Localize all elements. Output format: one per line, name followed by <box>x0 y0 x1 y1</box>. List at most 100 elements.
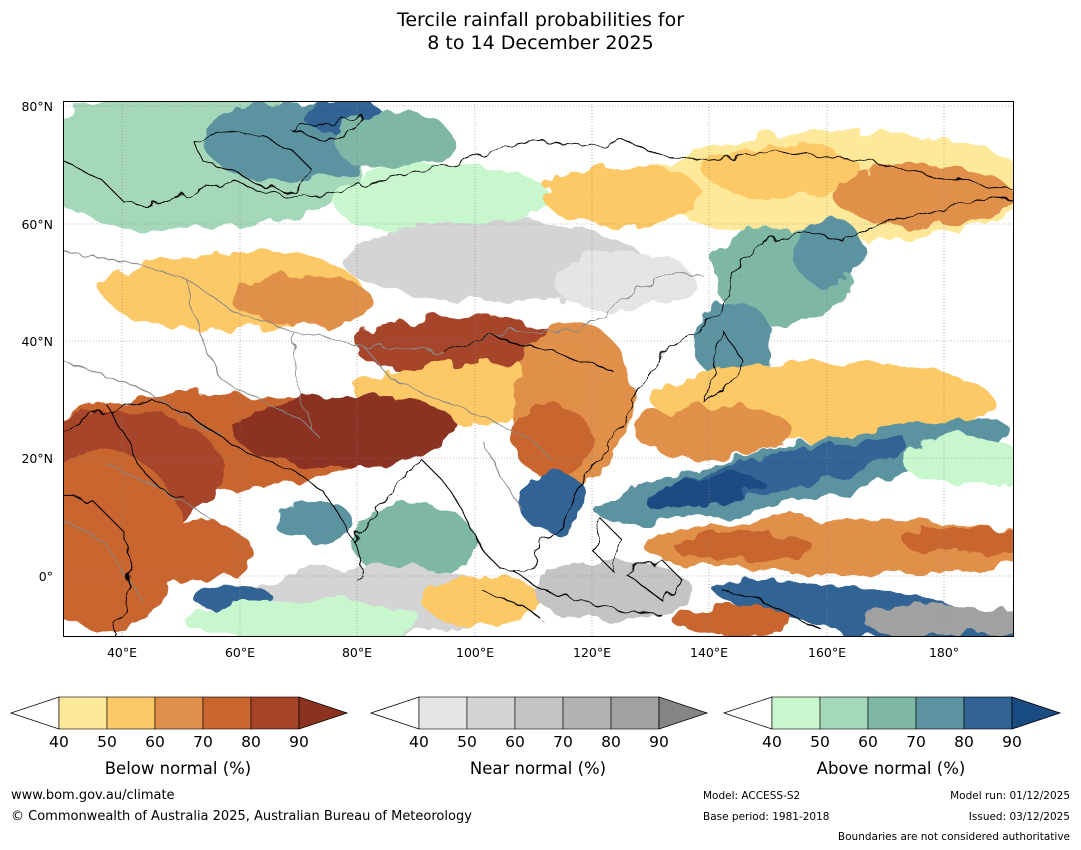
above-region-pacific-east <box>903 436 1014 486</box>
colorbar-below-svg <box>9 696 349 730</box>
below-tick: 60 <box>145 733 165 751</box>
title-line-1: Tercile rainfall probabilities for <box>396 9 685 31</box>
below-tick: 90 <box>289 733 309 751</box>
near-tick: 90 <box>649 733 669 751</box>
above-swatch-1 <box>819 696 869 730</box>
above-swatch-0 <box>771 696 821 730</box>
below-swatch-4 <box>250 696 300 730</box>
below-tick: 80 <box>241 733 261 751</box>
lon-label-160e: 160°E <box>807 645 847 660</box>
lon-label-180: 180° <box>928 645 960 660</box>
below-region-kazakhstan <box>233 276 373 326</box>
below-region-kolyma <box>703 146 863 196</box>
colorbar-below-title: Below normal (%) <box>104 759 252 778</box>
above-region-maritime <box>183 601 423 637</box>
below-lower-extension <box>9 696 60 730</box>
lat-label-equator: 0° <box>38 569 53 584</box>
chart-title: Tercile rainfall probabilities for 8 to … <box>0 9 1081 55</box>
above-swatch-2 <box>867 696 917 730</box>
near-tick: 70 <box>553 733 573 751</box>
lat-label-60n: 60°N <box>21 217 53 232</box>
near-tick: 60 <box>505 733 525 751</box>
below-region-indian-ocean <box>423 576 543 626</box>
below-swatch-2 <box>154 696 204 730</box>
below-region-somalia <box>113 521 253 581</box>
above-tick: 50 <box>810 733 830 751</box>
above-upper-extension <box>1011 696 1062 730</box>
below-region-nepal <box>333 401 453 441</box>
near-region-south-pacific <box>863 606 1014 636</box>
below-region-tarim <box>353 318 573 374</box>
near-tick: 50 <box>457 733 477 751</box>
above-region-bay-of-bengal <box>353 501 473 581</box>
boundaries-note: Boundaries are not considered authoritat… <box>837 831 1070 843</box>
above-region-west-siberia <box>333 166 553 236</box>
colorbar-below-normal <box>9 694 349 738</box>
below-region-pacific-core <box>633 406 793 456</box>
colorbar-near-normal <box>369 694 709 738</box>
lon-label-140e: 140°E <box>689 645 729 660</box>
below-swatch-3 <box>202 696 252 730</box>
near-swatch-1 <box>466 696 516 730</box>
colorbar-near-svg <box>369 696 709 730</box>
colorbar-above-normal <box>722 694 1062 738</box>
lon-label-120e: 120°E <box>572 645 612 660</box>
near-upper-extension <box>658 696 709 730</box>
colorbar-above-svg <box>722 696 1062 730</box>
country-boundaries <box>63 250 704 602</box>
above-region-philippine-sea <box>643 473 763 509</box>
near-lower-extension <box>369 696 420 730</box>
above-swatch-3 <box>915 696 965 730</box>
below-region-yakutia <box>543 166 703 226</box>
below-region-chukotka <box>833 166 1013 226</box>
below-tick: 70 <box>193 733 213 751</box>
graticule <box>63 101 1014 637</box>
lat-label-20n: 20°N <box>21 451 53 466</box>
below-upper-extension <box>298 696 349 730</box>
above-lower-extension <box>722 696 773 730</box>
lon-label-60e: 60°E <box>224 645 256 660</box>
above-tick: 40 <box>762 733 782 751</box>
lon-label-80e: 80°E <box>341 645 373 660</box>
near-region-mongolia <box>553 251 693 311</box>
below-tick: 40 <box>49 733 69 751</box>
above-region-south-china-sea <box>518 471 588 531</box>
title-line-2: 8 to 14 December 2025 <box>427 32 654 54</box>
coastlines <box>63 115 1014 637</box>
below-region-eq-pacific-east <box>903 526 1014 556</box>
below-region-south-china <box>513 406 593 476</box>
map-border <box>63 101 1014 637</box>
above-swatch-4 <box>963 696 1013 730</box>
issued-text: Issued: 03/12/2025 <box>968 811 1070 823</box>
above-region-kara <box>333 111 453 171</box>
model-text: Model: ACCESS-S2 <box>703 790 801 802</box>
lon-label-100e: 100°E <box>455 645 495 660</box>
above-region-japan <box>693 301 773 381</box>
above-region-arabian-sea <box>273 501 353 541</box>
below-swatch-1 <box>106 696 156 730</box>
above-tick: 80 <box>954 733 974 751</box>
rainfall-probability-map <box>63 101 1014 637</box>
below-swatch-0 <box>58 696 108 730</box>
below-region-eq-pacific-core <box>673 531 813 561</box>
near-tick: 40 <box>409 733 429 751</box>
near-swatch-2 <box>514 696 564 730</box>
copyright-text: © Commonwealth of Australia 2025, Austra… <box>11 809 472 824</box>
lat-label-80n: 80°N <box>21 99 53 114</box>
near-swatch-0 <box>418 696 468 730</box>
map-panel[interactable] <box>63 101 1014 637</box>
probability-shading <box>63 101 1014 637</box>
below-tick: 50 <box>97 733 117 751</box>
above-tick: 70 <box>906 733 926 751</box>
above-tick: 90 <box>1002 733 1022 751</box>
colorbar-above-title: Above normal (%) <box>816 759 966 778</box>
above-region-kamchatka <box>793 216 863 286</box>
colorbar-near-title: Near normal (%) <box>469 759 607 778</box>
base-period-text: Base period: 1981-2018 <box>703 811 830 823</box>
website-link[interactable]: www.bom.gov.au/climate <box>11 788 175 803</box>
near-swatch-4 <box>610 696 660 730</box>
near-tick: 80 <box>601 733 621 751</box>
near-swatch-3 <box>562 696 612 730</box>
model-run-text: Model run: 01/12/2025 <box>950 790 1070 802</box>
lat-label-40n: 40°N <box>21 334 53 349</box>
